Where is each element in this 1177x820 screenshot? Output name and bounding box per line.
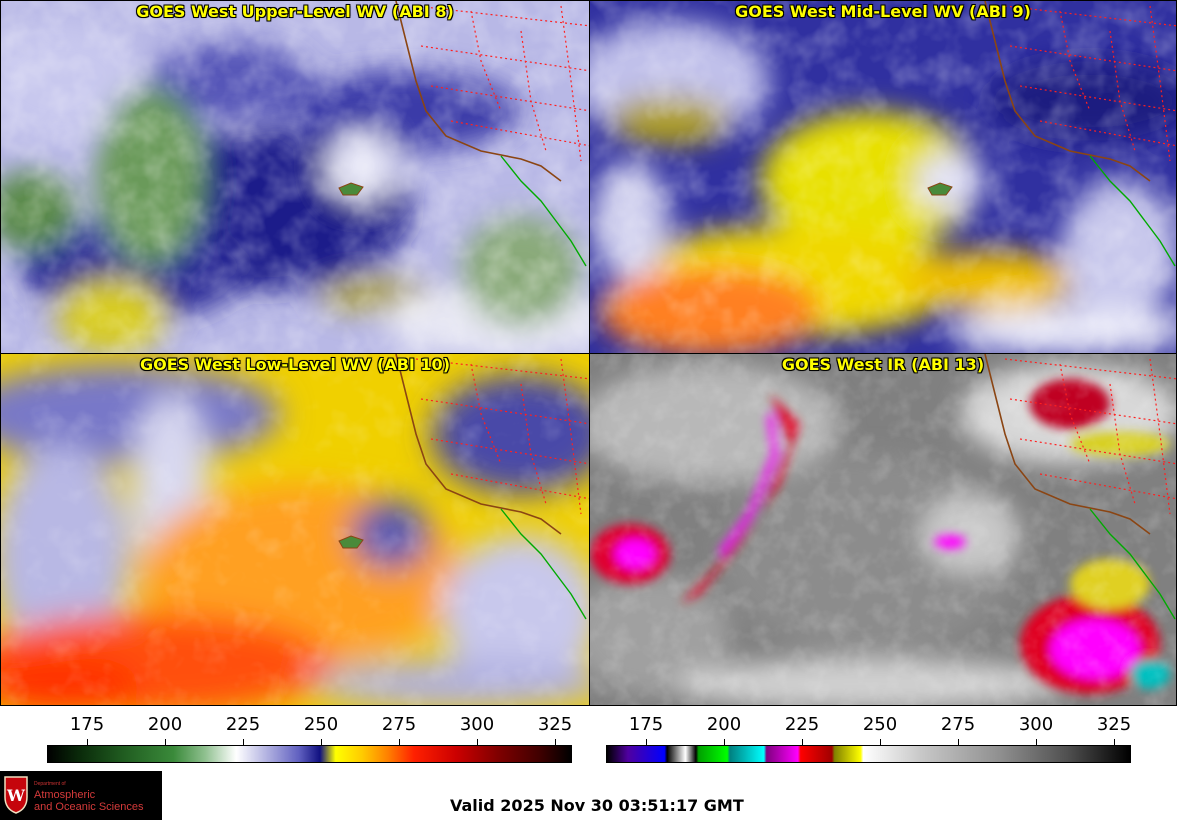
ir-tick-label: 175: [628, 714, 664, 735]
wv-tick-label: 250: [303, 714, 339, 735]
ir-tick-mark: [724, 739, 725, 745]
wv-tick-label: 325: [537, 714, 573, 735]
uw-crest-icon: W: [4, 776, 28, 814]
logo-line-1: Atmospheric: [34, 789, 96, 801]
ir-tick-mark: [958, 739, 959, 745]
aos-logo: W Department of Atmospheric and Oceanic …: [0, 771, 162, 820]
logo-dept-label: Department of: [34, 781, 66, 787]
wv-color-bar: [47, 745, 572, 763]
ir-tick-mark: [1114, 739, 1115, 745]
wv-tick-mark: [243, 739, 244, 745]
wv-tick-mark: [399, 739, 400, 745]
panel-title: GOES West IR (ABI 13): [781, 355, 985, 374]
wv-tick-label: 225: [225, 714, 261, 735]
ir-image: [590, 354, 1176, 705]
ir-color-scale: 175 200 225 250 275 300 325: [0, 712, 1177, 768]
wv-tick-mark: [555, 739, 556, 745]
mid-level-wv-image: [590, 1, 1176, 353]
ir-tick-label: 225: [784, 714, 820, 735]
logo-line-2: and Oceanic Sciences: [34, 801, 144, 813]
wv-tick-mark: [321, 739, 322, 745]
ir-tick-label: 250: [862, 714, 898, 735]
wv-tick-mark: [165, 739, 166, 745]
ir-tick-mark: [1036, 739, 1037, 745]
low-level-wv-image: [1, 354, 589, 705]
wv-tick-label: 300: [459, 714, 495, 735]
wv-tick-label: 275: [381, 714, 417, 735]
upper-level-wv-image: [1, 1, 589, 353]
ir-tick-label: 200: [706, 714, 742, 735]
panel-title: GOES West Mid-Level WV (ABI 9): [735, 2, 1031, 21]
ir-tick-label: 275: [940, 714, 976, 735]
ir-tick-mark: [802, 739, 803, 745]
ir-tick-mark: [646, 739, 647, 745]
valid-time: Valid 2025 Nov 30 03:51:17 GMT: [450, 796, 744, 815]
panel-low-level-wv: GOES West Low-Level WV (ABI 10): [0, 353, 590, 706]
wv-tick-label: 200: [147, 714, 183, 735]
wv-tick-mark: [87, 739, 88, 745]
panel-title: GOES West Upper-Level WV (ABI 8): [136, 2, 454, 21]
ir-tick-mark: [880, 739, 881, 745]
ir-tick-label: 325: [1096, 714, 1132, 735]
wv-tick-label: 175: [69, 714, 105, 735]
panel-upper-level-wv: GOES West Upper-Level WV (ABI 8): [0, 0, 590, 354]
panel-mid-level-wv: GOES West Mid-Level WV (ABI 9): [589, 0, 1177, 354]
wv-tick-mark: [477, 739, 478, 745]
panel-ir: GOES West IR (ABI 13): [589, 353, 1177, 706]
ir-color-bar: [606, 745, 1131, 763]
panel-title: GOES West Low-Level WV (ABI 10): [139, 355, 450, 374]
svg-text:W: W: [6, 786, 26, 805]
wv-color-scale: 175 200 225 250 275 300 325: [0, 712, 589, 768]
ir-tick-label: 300: [1018, 714, 1054, 735]
